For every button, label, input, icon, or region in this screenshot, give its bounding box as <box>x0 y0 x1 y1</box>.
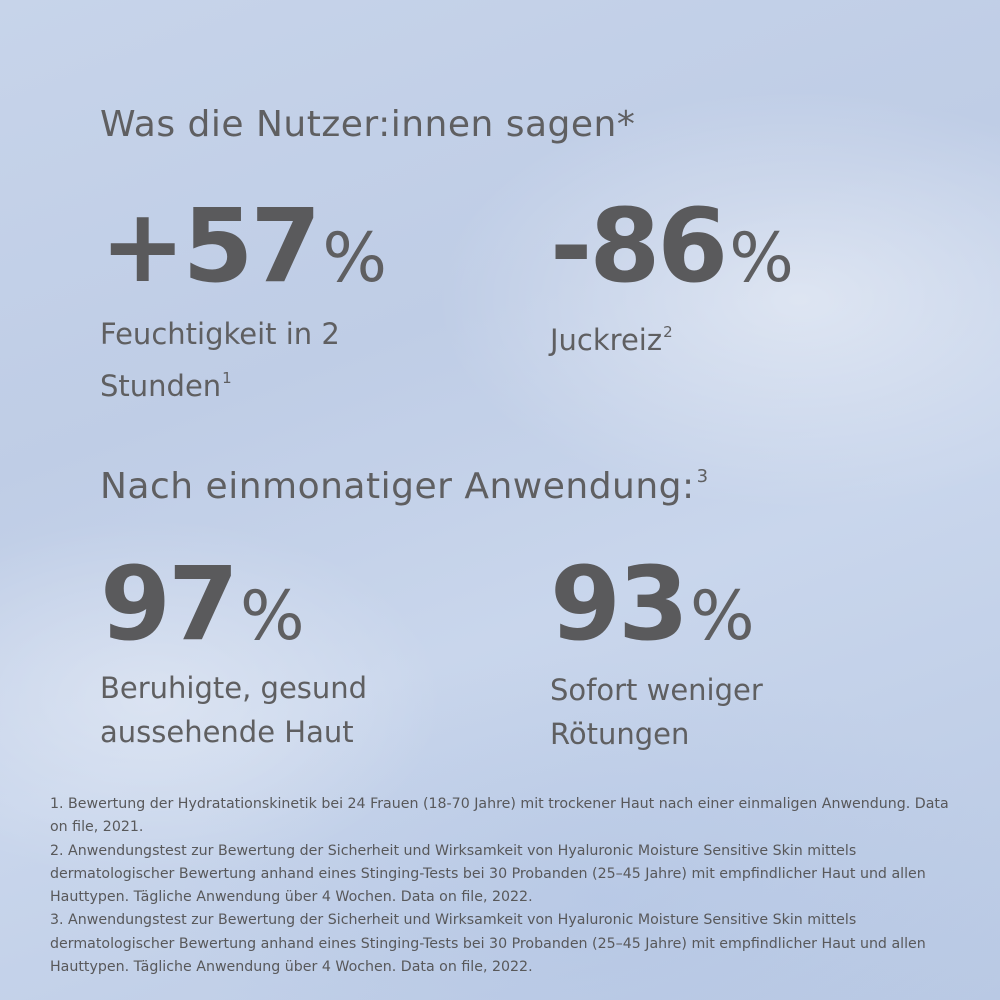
footnote-2: 2. Anwendungstest zur Bewertung der Sich… <box>50 842 926 906</box>
stat-moisture-label-line2: Stunden <box>100 369 222 403</box>
heading-user-feedback-text: Was die Nutzer:innen sagen* <box>100 104 636 145</box>
footnote-ref-2: 2 <box>663 323 673 341</box>
stat-moisture-unit: % <box>322 219 388 298</box>
stat-itching-unit: % <box>729 219 794 298</box>
footnotes: 1. Bewertung der Hydratationskinetik bei… <box>50 793 960 979</box>
stat-itching-label-line1: Juckreiz <box>550 323 663 357</box>
heading-user-feedback: Was die Nutzer:innen sagen* <box>100 104 635 145</box>
stat-redness: 93% <box>550 554 755 656</box>
heading-after-one-month: Nach einmonatiger Anwendung: 3 <box>100 466 709 507</box>
stat-calmed-skin-label-line2: aussehende Haut <box>100 715 354 749</box>
stat-calmed-skin-unit: % <box>239 577 305 656</box>
stat-redness-label-line2: Rötungen <box>550 717 690 751</box>
stat-redness-label-line1: Sofort weniger <box>550 673 763 707</box>
stat-redness-label: Sofort weniger Rötungen <box>550 668 763 756</box>
footnote-3: 3. Anwendungstest zur Bewertung der Sich… <box>50 912 926 976</box>
stat-moisture-label-line2-wrap: Stunden1 <box>100 356 340 408</box>
heading-after-one-month-text: Nach einmonatiger Anwendung: <box>100 466 695 507</box>
stat-moisture-label-line1: Feuchtigkeit in 2 <box>100 317 340 351</box>
stat-moisture: +57% <box>100 196 387 298</box>
stat-itching-value: -86 <box>550 187 728 306</box>
stat-calmed-skin-label: Beruhigte, gesund aussehende Haut <box>100 666 367 754</box>
stat-itching-label-line1-wrap: Juckreiz2 <box>550 310 673 362</box>
footnote-ref-1: 1 <box>222 369 232 387</box>
stat-itching-label: Juckreiz2 <box>550 310 673 362</box>
footnote-ref-3: 3 <box>696 466 709 487</box>
stat-itching: -86% <box>550 196 794 298</box>
stat-moisture-value: +57 <box>100 187 321 306</box>
stat-moisture-label: Feuchtigkeit in 2 Stunden1 <box>100 312 340 408</box>
stat-calmed-skin-label-line1: Beruhigte, gesund <box>100 671 368 705</box>
stat-redness-value: 93 <box>550 545 689 664</box>
stat-calmed-skin-value: 97 <box>100 545 239 664</box>
stat-redness-unit: % <box>689 577 755 656</box>
stat-calmed-skin: 97% <box>100 554 305 656</box>
footnote-1: 1. Bewertung der Hydratationskinetik bei… <box>50 796 949 836</box>
